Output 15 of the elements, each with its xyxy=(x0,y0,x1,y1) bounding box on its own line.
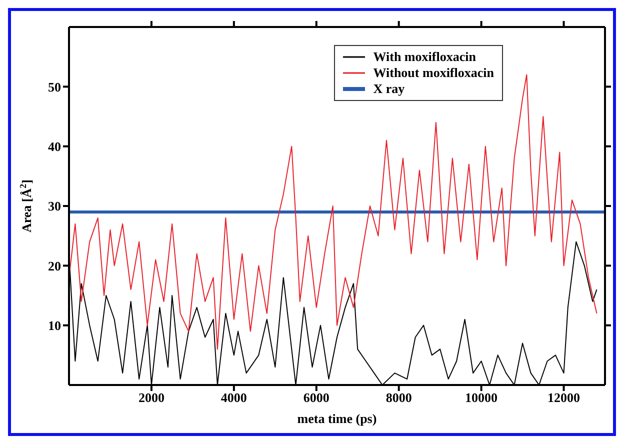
y-tick-label: 50 xyxy=(48,79,61,94)
x-tick-label: 10000 xyxy=(465,390,498,406)
legend-label: With moxifloxacin xyxy=(373,49,476,65)
y-tick-label: 20 xyxy=(48,258,61,274)
x-tick-label: 6000 xyxy=(303,390,330,406)
x-axis-title: meta time (ps) xyxy=(297,411,377,426)
x-tick-label: 4000 xyxy=(220,390,247,406)
y-tick-label: 10 xyxy=(48,318,61,333)
legend-label: Without moxifloxacin xyxy=(373,65,494,81)
x-tick-label: 2000 xyxy=(138,390,164,406)
x-tick-label: 8000 xyxy=(386,390,412,406)
legend-label: X ray xyxy=(373,81,405,97)
y-tick-label: 30 xyxy=(48,198,61,214)
x-tick-label: 12000 xyxy=(548,390,580,406)
y-tick-label: 40 xyxy=(48,138,61,154)
